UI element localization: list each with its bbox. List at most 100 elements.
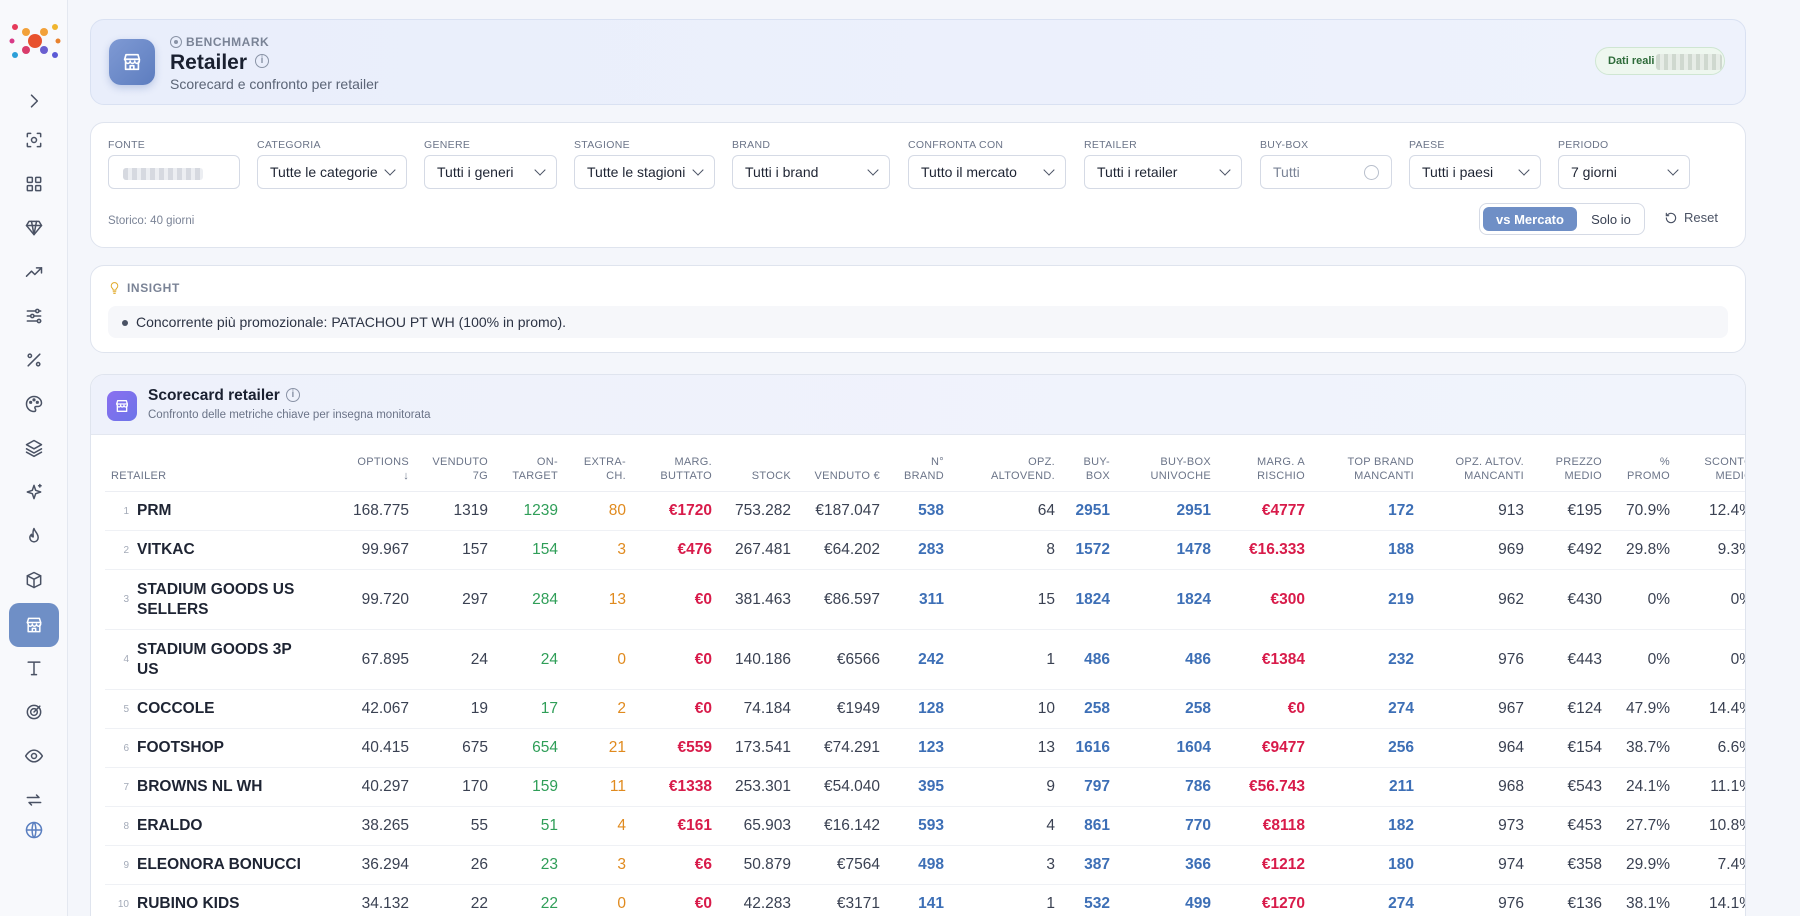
table-row[interactable]: 8 ERALDO 38.265 55 51 4 €161 65.903 €16.142 593 4 8… bbox=[105, 806, 1745, 846]
eyebrow-label: BENCHMARK bbox=[186, 35, 270, 49]
table-cell: 29.8% bbox=[1602, 530, 1670, 570]
table-row[interactable]: 4STADIUM GOODS 3P US 67.895 24 24 0 €0 140.186… bbox=[105, 629, 1745, 690]
diamond-icon[interactable] bbox=[14, 208, 54, 248]
flame-icon[interactable] bbox=[14, 516, 54, 556]
table-row[interactable]: 1 PRM 168.775 1319 1239 80 €1720 753.282 €187.04… bbox=[105, 491, 1745, 531]
redacted-text bbox=[1656, 54, 1722, 70]
column-header[interactable]: VENDUTO 7G bbox=[409, 455, 488, 492]
chevron-down-icon bbox=[867, 164, 879, 176]
retailer-name[interactable]: VITKAC bbox=[137, 541, 195, 558]
toggle-vs-mercato[interactable]: vs Mercato bbox=[1483, 207, 1577, 231]
retailer-name[interactable]: STADIUM GOODS US SELLERS bbox=[137, 580, 295, 618]
table-cell: 23 bbox=[488, 845, 558, 885]
expand-chevron-icon[interactable] bbox=[14, 81, 54, 121]
column-header[interactable]: BUY-BOX UNIVOCHE bbox=[1110, 455, 1211, 492]
column-header[interactable]: OPZ. ALTOVEND. bbox=[944, 455, 1055, 492]
retailer-name[interactable]: BROWNS NL WH bbox=[137, 778, 263, 795]
percent-icon[interactable] bbox=[14, 340, 54, 380]
brand-select[interactable]: Tutti i brand bbox=[732, 155, 890, 189]
column-header[interactable]: % PROMO bbox=[1602, 455, 1670, 492]
table-cell: 1319 bbox=[409, 491, 488, 531]
table-cell: 968 bbox=[1414, 767, 1524, 807]
paese-select[interactable]: Tutti i paesi bbox=[1409, 155, 1541, 189]
column-header[interactable]: STOCK bbox=[712, 455, 791, 492]
table-cell: 173.541 bbox=[712, 728, 791, 768]
stagione-select[interactable]: Tutte le stagioni bbox=[574, 155, 715, 189]
table-cell: 27.7% bbox=[1602, 806, 1670, 846]
retailer-cell: 1 PRM bbox=[105, 491, 323, 531]
buybox-value: Tutti bbox=[1273, 164, 1300, 180]
column-header-text: OPTIONS bbox=[357, 456, 409, 468]
globe-icon[interactable] bbox=[14, 810, 54, 850]
info-icon[interactable]: i bbox=[285, 387, 300, 402]
table-cell: 8 bbox=[944, 530, 1055, 570]
table-cell: 51 bbox=[488, 806, 558, 846]
table-cell: €9477 bbox=[1211, 728, 1305, 768]
insight-panel: INSIGHT Concorrente più promozionale: PA… bbox=[90, 265, 1746, 353]
sparkles-icon[interactable] bbox=[14, 472, 54, 512]
toggle-solo-io[interactable]: Solo io bbox=[1591, 212, 1631, 227]
reset-button[interactable]: Reset bbox=[1664, 210, 1718, 225]
table-row[interactable]: 3STADIUM GOODS US SELLERS 99.720 297 284 13 €… bbox=[105, 569, 1745, 630]
table-cell: €0 bbox=[626, 884, 712, 916]
table-row[interactable]: 10 RUBINO KIDS 34.132 22 22 0 €0 42.283 €3171 141… bbox=[105, 884, 1745, 916]
column-header-text: CH. bbox=[606, 470, 626, 482]
retailer-select[interactable]: Tutti i retailer bbox=[1084, 155, 1242, 189]
column-header[interactable]: OPTIONS ↓ bbox=[323, 455, 409, 492]
table-cell: €443 bbox=[1524, 629, 1602, 690]
app-logo[interactable] bbox=[8, 20, 62, 62]
table-row[interactable]: 2 VITKAC 99.967 157 154 3 €476 267.481 €64.202 28… bbox=[105, 530, 1745, 570]
column-header[interactable]: EXTRA- CH. bbox=[558, 455, 626, 492]
column-header[interactable]: MARG. A RISCHIO bbox=[1211, 455, 1305, 492]
retailer-name[interactable]: STADIUM GOODS 3P US bbox=[137, 640, 292, 678]
eye-icon[interactable] bbox=[14, 736, 54, 776]
buybox-select[interactable]: Tutti bbox=[1260, 155, 1392, 189]
fonte-select[interactable] bbox=[108, 155, 240, 189]
table-row[interactable]: 9 ELEONORA BONUCCI 36.294 26 23 3 €6 50.879 €756… bbox=[105, 845, 1745, 885]
retailer-name[interactable]: PRM bbox=[137, 502, 172, 519]
categoria-select[interactable]: Tutte le categorie bbox=[257, 155, 407, 189]
genere-select[interactable]: Tutti i generi bbox=[424, 155, 557, 189]
column-header[interactable]: OPZ. ALTOV. MANCANTI bbox=[1414, 455, 1524, 492]
palette-icon[interactable] bbox=[14, 384, 54, 424]
table-cell: 211 bbox=[1305, 767, 1414, 807]
confronta-select[interactable]: Tutto il mercato bbox=[908, 155, 1066, 189]
retailer-name[interactable]: FOOTSHOP bbox=[137, 739, 224, 756]
retailer-name[interactable]: RUBINO KIDS bbox=[137, 895, 240, 912]
column-header[interactable]: PREZZO MEDIO bbox=[1524, 455, 1602, 492]
dashboard-grid-icon[interactable] bbox=[14, 164, 54, 204]
comparison-toggle: vs Mercato Solo io bbox=[1479, 203, 1645, 235]
store-icon[interactable] bbox=[9, 603, 59, 647]
table-cell: 532 bbox=[1055, 884, 1110, 916]
column-header[interactable]: TOP BRAND MANCANTI bbox=[1305, 455, 1414, 492]
retailer-name[interactable]: COCCOLE bbox=[137, 700, 215, 717]
retailer-name[interactable]: ERALDO bbox=[137, 817, 203, 834]
layers-icon[interactable] bbox=[14, 428, 54, 468]
column-header[interactable]: RETAILER bbox=[105, 455, 323, 492]
box-icon[interactable] bbox=[14, 560, 54, 600]
periodo-label: PERIODO bbox=[1558, 139, 1609, 151]
info-icon[interactable]: i bbox=[255, 54, 270, 69]
target-icon[interactable] bbox=[14, 692, 54, 732]
scorecard-subtitle: Confronto delle metriche chiave per inse… bbox=[148, 409, 431, 421]
sidebar bbox=[0, 0, 68, 916]
store-icon bbox=[109, 39, 155, 85]
table-row[interactable]: 7 BROWNS NL WH 40.297 170 159 11 €1338 253.301 €… bbox=[105, 767, 1745, 807]
table-cell: €476 bbox=[626, 530, 712, 570]
periodo-select[interactable]: 7 giorni bbox=[1558, 155, 1690, 189]
column-header[interactable]: MARG. BUTTATO bbox=[626, 455, 712, 492]
rank-number: 8 bbox=[123, 820, 129, 832]
text-type-icon[interactable] bbox=[14, 648, 54, 688]
table-row[interactable]: 5 COCCOLE 42.067 19 17 2 €0 74.184 €1949 128 10 258… bbox=[105, 689, 1745, 729]
column-header[interactable]: BUY- BOX bbox=[1055, 455, 1110, 492]
column-header[interactable]: SCONTO MEDIO bbox=[1670, 455, 1745, 492]
sliders-icon[interactable] bbox=[14, 296, 54, 336]
retailer-name[interactable]: ELEONORA BONUCCI bbox=[137, 856, 301, 873]
column-header[interactable]: VENDUTO € bbox=[791, 455, 880, 492]
column-header[interactable]: N° BRAND bbox=[880, 455, 944, 492]
column-header[interactable]: ON- TARGET bbox=[488, 455, 558, 492]
scan-icon[interactable] bbox=[14, 120, 54, 160]
swap-arrows-icon[interactable] bbox=[14, 780, 54, 820]
table-row[interactable]: 6 FOOTSHOP 40.415 675 654 21 €559 173.541 €74.29… bbox=[105, 728, 1745, 768]
trend-up-icon[interactable] bbox=[14, 252, 54, 292]
